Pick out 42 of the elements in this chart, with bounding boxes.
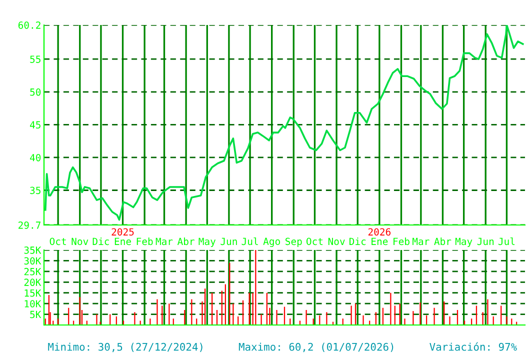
x-tick-label: Feb bbox=[394, 238, 410, 246]
x-tick-label: May bbox=[455, 238, 472, 247]
y-tick-label: 10K bbox=[24, 300, 42, 308]
x-tick-label: Abr bbox=[177, 238, 194, 246]
x-tick-label: Jul bbox=[498, 238, 515, 246]
x-tick-label: Mar bbox=[156, 238, 173, 246]
x-tick-label: Ene bbox=[372, 238, 388, 246]
x-tick-label: Dic bbox=[92, 238, 109, 246]
text: Variación: 97% bbox=[430, 342, 517, 351]
y-tick-label: 40 bbox=[30, 154, 41, 162]
y-tick-label: 5K bbox=[30, 310, 42, 318]
y-tick-label: 25K bbox=[24, 268, 42, 276]
y-tick-label: 45 bbox=[30, 121, 40, 129]
x-tick-label: Nov bbox=[72, 238, 88, 246]
x-tick-label: May bbox=[198, 238, 216, 247]
text: Maximo: 60,2 (01/07/2026) bbox=[238, 342, 394, 352]
x-tick-label: Abr bbox=[434, 238, 452, 246]
y-tick-label: 15K bbox=[24, 289, 42, 297]
text: 2025 bbox=[112, 228, 134, 236]
text: Minimo: 30,5 (27/12/2024) bbox=[48, 342, 202, 352]
x-tick-label: Oct bbox=[306, 238, 323, 246]
x-tick-label: Sep bbox=[286, 238, 302, 247]
y-tick-label: 35 bbox=[30, 186, 40, 194]
x-tick-label: Oct bbox=[50, 238, 66, 246]
line-series bbox=[44, 25, 524, 221]
x-tick-label: Ago bbox=[263, 238, 280, 247]
y-tick-label: 60.2 bbox=[18, 22, 40, 29]
x-tick-label: Jun bbox=[220, 238, 237, 246]
text: 2026 bbox=[368, 228, 391, 236]
y-tick-label: 20K bbox=[24, 278, 42, 286]
x-tick-label: Feb bbox=[136, 238, 153, 246]
x-tick-label: Mar bbox=[412, 238, 430, 246]
y-tick-label: 50 bbox=[30, 88, 41, 96]
y-tick-label: 29.7 bbox=[18, 222, 40, 229]
x-tick-label: Jul bbox=[242, 238, 258, 246]
x-tick-label: Dic bbox=[350, 238, 366, 246]
y-tick-label: 30K bbox=[24, 257, 42, 265]
x-tick-label: Nov bbox=[328, 238, 345, 246]
x-tick-label: Ene bbox=[114, 238, 131, 246]
y-tick-label: 35K bbox=[24, 246, 42, 254]
y-tick-label: 55 bbox=[30, 56, 40, 63]
x-tick-label: Jun bbox=[477, 238, 494, 246]
